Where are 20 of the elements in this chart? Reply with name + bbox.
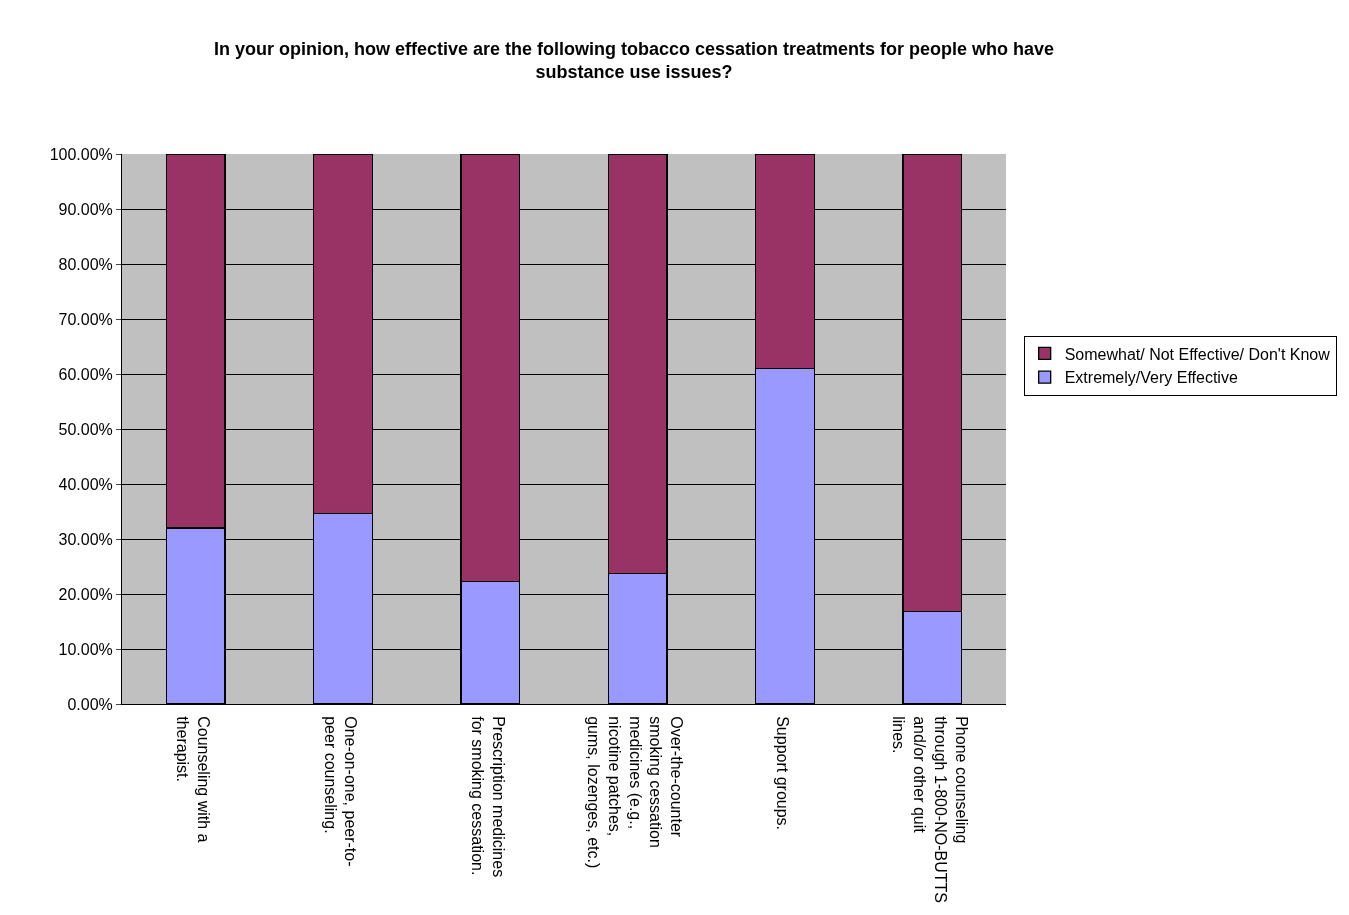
y-tick-label: 20.00% [58,585,113,603]
x-tick-label: One-on-one, peer-to-peer counseling. [321,716,360,867]
legend-label: Extremely/Very Effective [1064,369,1238,387]
y-tick-label: 90.00% [58,200,113,218]
y-tick-label: 50.00% [58,420,113,438]
y-tick-label: 10.00% [58,640,113,658]
y-tick-label: 100.00% [49,145,113,163]
legend-label: Somewhat/ Not Effective/ Don't Know [1064,345,1331,363]
y-tick-label: 70.00% [58,310,113,328]
y-tick-label: 30.00% [58,530,113,548]
y-tick-label: 0.00% [67,695,113,713]
x-tick-label: Phone counseling through 1-800-NO-BUTTS and/or other quit lines. [890,716,970,903]
chart-title: In your opinion, how effective are the following tobacco cessation treatments for people who have substance use issues? [213,38,1055,83]
x-tick-label: Support groups. [774,716,791,831]
y-tick-label: 80.00% [58,255,113,273]
x-tick-label: Prescription medicines for smoking cessation. [468,716,507,878]
y-tick-label: 60.00% [58,365,113,383]
x-tick-label: Counseling with a therapist. [174,716,213,843]
x-tick-label: Over-the-counter smoking cessation medicines (e.g., nicotine patches, gums, lozenges, etc.) [585,716,686,869]
y-tick-label: 40.00% [58,475,113,493]
